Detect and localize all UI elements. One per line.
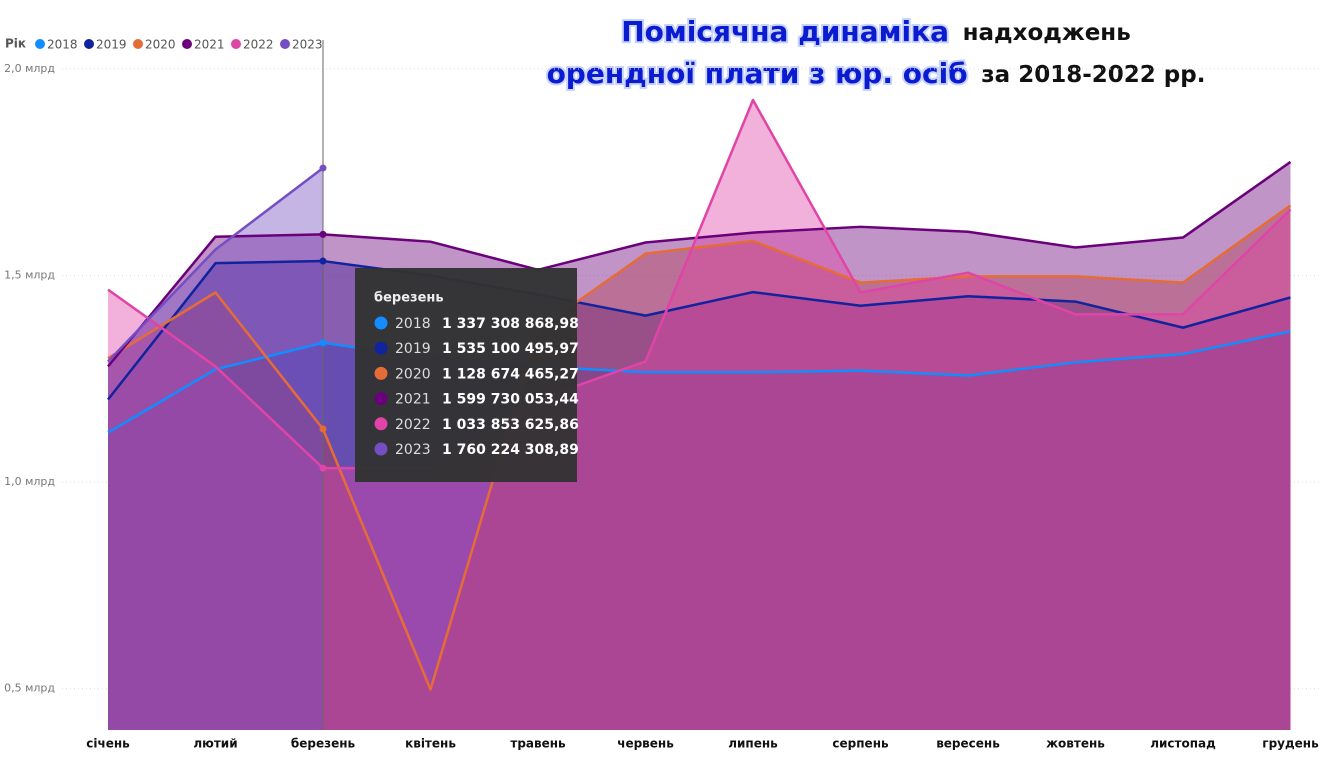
legend-marker xyxy=(133,39,143,49)
point xyxy=(319,425,327,433)
tooltip: березень 2018 1 337 308 868,98 2019 1 535 10… xyxy=(355,268,579,482)
tooltip-name: 2019 xyxy=(395,341,431,357)
y-tick-label: 1,5 млрд xyxy=(4,269,55,282)
line xyxy=(107,167,324,363)
tooltip-title: березень xyxy=(374,291,444,306)
tooltip-name: 2021 xyxy=(395,392,431,408)
x-tick-label: лютий xyxy=(193,737,237,751)
tooltip-value: 1 599 730 053,44 xyxy=(442,392,579,408)
x-tick-label: жовтень xyxy=(1046,737,1105,751)
chart-title-line-1: Помісячна динаміка надходжень xyxy=(621,15,1131,48)
legend-label: 2019 xyxy=(96,38,127,52)
x-tick-label: січень xyxy=(86,737,130,751)
point xyxy=(319,257,327,265)
legend-marker xyxy=(231,39,241,49)
tooltip-name: 2020 xyxy=(395,366,431,382)
legend-marker xyxy=(84,39,94,49)
line xyxy=(107,98,1292,470)
x-tick-label: квітень xyxy=(405,737,456,751)
x-tick-label: травень xyxy=(510,737,566,751)
area xyxy=(108,205,1291,731)
point xyxy=(319,464,327,472)
title-text: за 2018-2022 рр. xyxy=(981,62,1205,88)
tooltip-marker xyxy=(374,417,388,431)
legend-marker xyxy=(35,39,45,49)
area xyxy=(108,99,1291,730)
title-text: надходжень xyxy=(963,20,1131,46)
tooltip-box xyxy=(355,268,577,482)
tooltip-name: 2022 xyxy=(395,417,431,433)
line xyxy=(107,204,1292,691)
area xyxy=(108,168,323,731)
tooltip-name: 2018 xyxy=(395,316,431,332)
point xyxy=(319,339,327,347)
legend-marker xyxy=(182,39,192,49)
tooltip-value: 1 033 853 625,86 xyxy=(442,417,579,433)
legend-label: 2022 xyxy=(243,38,274,52)
line xyxy=(107,330,1291,434)
legend-label: 2021 xyxy=(194,38,225,52)
title-highlight: Помісячна динаміка xyxy=(621,15,949,48)
tooltip-value: 1 535 100 495,97 xyxy=(442,341,579,357)
legend-label: 2018 xyxy=(47,38,78,52)
tooltip-value: 1 760 224 308,89 xyxy=(442,442,579,458)
tooltip-value: 1 337 308 868,98 xyxy=(442,316,579,332)
y-tick-label: 0,5 млрд xyxy=(4,682,55,695)
x-tick-label: липень xyxy=(728,737,778,751)
point xyxy=(319,230,327,238)
y-tick-label: 2,0 млрд xyxy=(4,62,55,75)
tooltip-marker xyxy=(374,341,388,355)
tooltip-marker xyxy=(374,316,388,330)
x-tick-label: березень xyxy=(291,737,356,751)
tooltip-marker xyxy=(374,392,388,406)
tooltip-name: 2023 xyxy=(395,442,431,458)
tooltip-marker xyxy=(374,366,388,380)
x-tick-label: вересень xyxy=(936,737,1000,751)
legend-title: Рік xyxy=(5,37,26,51)
tooltip-value: 1 128 674 465,27 xyxy=(442,366,579,382)
point xyxy=(319,164,327,172)
legend-marker xyxy=(280,39,290,49)
legend-label: 2023 xyxy=(292,38,323,52)
x-tick-label: грудень xyxy=(1262,737,1319,751)
x-tick-label: серпень xyxy=(832,737,889,751)
legend-label: 2020 xyxy=(145,38,176,52)
chart-title-line-2: орендної плати з юр. осіб за 2018-2022 р… xyxy=(547,57,1206,90)
line xyxy=(107,259,1291,401)
tooltip-marker xyxy=(374,442,388,456)
title-highlight: орендної плати з юр. осіб xyxy=(547,57,968,90)
x-tick-label: червень xyxy=(617,737,674,751)
y-tick-label: 1,0 млрд xyxy=(4,475,55,488)
line xyxy=(107,160,1292,368)
x-tick-label: листопад xyxy=(1150,737,1216,751)
